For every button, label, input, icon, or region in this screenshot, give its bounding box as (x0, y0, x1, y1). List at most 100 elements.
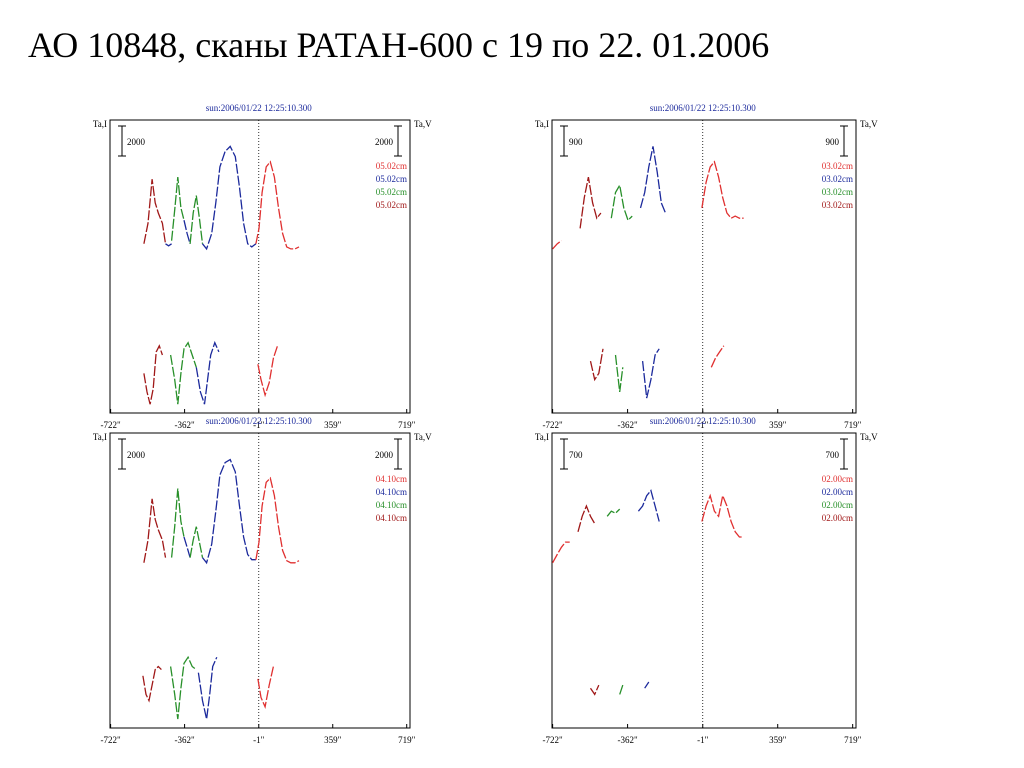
series-line (143, 344, 164, 405)
series-line (142, 665, 162, 703)
scale-value-right: 2000 (375, 450, 394, 460)
legend-entry: 02.00cm (822, 500, 853, 510)
scale-value-left: 900 (569, 137, 583, 147)
plot-frame (109, 119, 411, 414)
series-line (257, 345, 279, 398)
series-line (189, 526, 204, 558)
x-tick-label: -722" (101, 735, 121, 745)
series-line (552, 541, 570, 564)
legend-entry: 02.00cm (822, 474, 853, 484)
scale-bar-right (394, 438, 402, 470)
legend-entry: 04.10cm (376, 513, 407, 523)
legend-entry: 03.02cm (822, 187, 853, 197)
x-tick-label: -722" (543, 735, 563, 745)
series-line (589, 348, 604, 382)
series-line (169, 341, 197, 405)
y-axis-label-left: Ta,I (535, 432, 549, 442)
y-axis-label-left: Ta,I (535, 119, 549, 129)
scale-bar-right (840, 125, 848, 157)
series-line (143, 179, 167, 244)
scan-header: sun:2006/01/22 12:25:10.300 (206, 416, 313, 426)
series-line (165, 243, 172, 247)
scale-bar-left (560, 125, 568, 157)
series-line (170, 177, 185, 241)
series-line (639, 146, 667, 214)
x-tick-label: 719" (844, 735, 862, 745)
series-line (644, 681, 650, 689)
x-tick-label: -1" (253, 420, 264, 430)
series-line (606, 508, 621, 517)
legend-entry: 03.02cm (822, 174, 853, 184)
series-line (577, 504, 596, 532)
chart-panel: sun:2006/01/22 12:25:10.300 Ta,I Ta,V 2000 2… (93, 416, 432, 745)
slide-title: АО 10848, сканы РАТАН-600 с 19 по 22. 01… (28, 25, 770, 65)
x-tick-label: 719" (398, 420, 416, 430)
scale-value-right: 900 (826, 137, 840, 147)
series-line (552, 240, 562, 250)
legend-entry: 05.02cm (376, 187, 407, 197)
y-axis-label-right: Ta,V (860, 119, 878, 129)
scale-bar-right (840, 438, 848, 470)
x-tick-label: 359" (324, 735, 342, 745)
series-line (169, 655, 197, 720)
scale-bar-right (394, 125, 402, 157)
scale-bar-left (118, 125, 126, 157)
x-tick-label: -362" (175, 735, 195, 745)
legend-entry: 03.02cm (822, 200, 853, 210)
legend-entry: 05.02cm (376, 161, 407, 171)
y-axis-label-left: Ta,I (93, 432, 107, 442)
series-line (257, 666, 275, 709)
scale-value-left: 2000 (127, 450, 146, 460)
series-line (170, 488, 185, 558)
x-tick-label: 359" (769, 735, 787, 745)
plot-frame (109, 432, 411, 729)
legend-entry: 04.10cm (376, 487, 407, 497)
series-line (701, 160, 744, 220)
x-tick-label: -362" (175, 420, 195, 430)
series-line (641, 348, 660, 399)
scale-value-right: 2000 (375, 137, 394, 147)
scan-header: sun:2006/01/22 12:25:10.300 (650, 416, 757, 426)
series-line (255, 160, 300, 250)
series-line (614, 354, 624, 392)
x-tick-label: 359" (769, 420, 787, 430)
plot-frame (551, 119, 857, 414)
x-tick-label: 719" (398, 735, 416, 745)
x-tick-label: -1" (697, 735, 708, 745)
chart-panel: sun:2006/01/22 12:25:10.300 Ta,I Ta,V 2000 2… (93, 103, 432, 430)
scale-bar-left (118, 438, 126, 470)
legend-entry: 02.00cm (822, 513, 853, 523)
legend-entry: 04.10cm (376, 500, 407, 510)
legend-entry: 05.02cm (376, 200, 407, 210)
series-line (610, 183, 633, 222)
series-line (255, 476, 300, 564)
series-line (189, 195, 204, 244)
x-tick-label: -1" (697, 420, 708, 430)
scale-value-left: 700 (569, 450, 583, 460)
x-tick-label: -362" (617, 420, 637, 430)
series-line (619, 684, 624, 695)
legend-entry: 05.02cm (376, 174, 407, 184)
y-axis-label-right: Ta,V (860, 432, 878, 442)
scale-value-right: 700 (826, 450, 840, 460)
x-tick-label: -722" (543, 420, 563, 430)
series-line (195, 340, 220, 405)
series-line (637, 489, 660, 522)
chart-panel: sun:2006/01/22 12:25:10.300 Ta,I Ta,V 700 70… (535, 416, 878, 745)
series-line (701, 493, 744, 538)
legend-entry: 03.02cm (822, 161, 853, 171)
scale-bar-left (560, 438, 568, 470)
series-line (579, 176, 602, 229)
x-tick-label: -1" (253, 735, 264, 745)
x-tick-label: -722" (101, 420, 121, 430)
x-tick-label: -362" (617, 735, 637, 745)
scan-header: sun:2006/01/22 12:25:10.300 (206, 103, 313, 113)
y-axis-label-right: Ta,V (414, 432, 432, 442)
series-line (197, 656, 218, 720)
chart-panel: sun:2006/01/22 12:25:10.300 Ta,I Ta,V 900 90… (535, 103, 878, 430)
x-tick-label: 359" (324, 420, 342, 430)
legend-entry: 02.00cm (822, 487, 853, 497)
series-line (143, 498, 167, 563)
series-line (183, 536, 191, 558)
